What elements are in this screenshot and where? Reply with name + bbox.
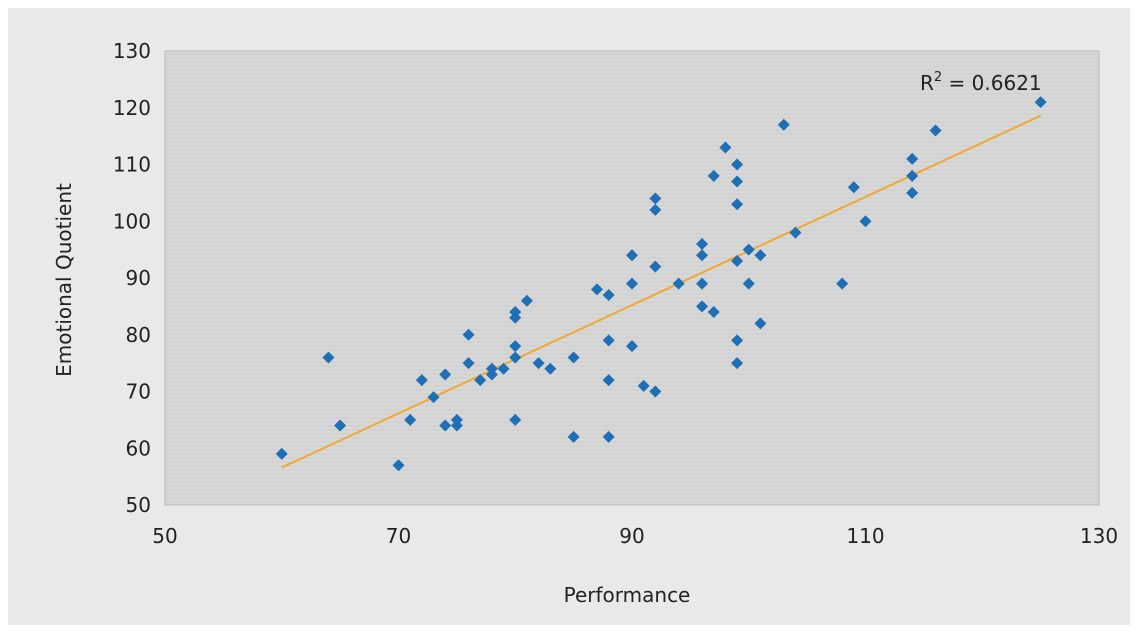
data-point <box>906 186 919 199</box>
data-point <box>602 374 615 387</box>
y-axis-ticks: 50 60 70 80 90 100 110 120 130 <box>113 39 151 517</box>
data-point <box>649 192 662 205</box>
data-point <box>439 368 452 381</box>
data-point <box>731 254 744 267</box>
chart-card: 50 60 70 80 90 100 110 120 130 50 70 90 110 130 R2 =… <box>8 8 1130 625</box>
data-point <box>777 118 790 131</box>
data-point <box>836 277 849 290</box>
data-point <box>322 351 335 364</box>
r2-prefix: R <box>920 71 934 95</box>
data-point <box>672 277 685 290</box>
data-point <box>742 243 755 256</box>
data-point <box>590 283 603 296</box>
data-point <box>567 351 580 364</box>
data-point <box>847 181 860 194</box>
data-point <box>696 300 709 313</box>
data-point <box>626 340 638 353</box>
x-tick-label: 130 <box>1080 524 1118 548</box>
data-point <box>462 357 475 370</box>
plot-texture <box>166 53 1098 503</box>
x-axis-ticks: 50 70 90 110 130 <box>152 524 1118 548</box>
y-axis-label: Emotional Quotient <box>52 183 76 377</box>
data-point <box>649 260 662 273</box>
data-point <box>906 169 919 182</box>
data-point <box>404 413 417 426</box>
data-point <box>719 141 732 154</box>
data-point <box>649 385 662 398</box>
y-tick-label: 130 <box>113 39 151 63</box>
y-tick-label: 90 <box>126 266 151 290</box>
data-point <box>392 459 405 472</box>
r2-value: = 0.6621 <box>942 71 1041 95</box>
data-point <box>696 237 709 250</box>
data-point <box>859 215 872 228</box>
data-point <box>544 362 557 375</box>
data-point <box>731 357 744 370</box>
data-point <box>439 419 452 432</box>
data-point <box>696 249 709 262</box>
data-point <box>649 203 662 216</box>
r-squared-annotation: R2 = 0.6621 <box>920 70 1042 95</box>
data-point <box>532 357 545 370</box>
data-point <box>334 419 347 432</box>
data-point <box>567 430 580 443</box>
data-point <box>485 362 498 375</box>
data-point <box>520 294 533 307</box>
data-point <box>742 277 755 290</box>
data-point <box>754 317 767 330</box>
data-point <box>731 158 744 171</box>
data-point <box>731 198 744 211</box>
data-point <box>275 447 288 460</box>
data-point <box>707 306 720 319</box>
x-tick-label: 110 <box>846 524 884 548</box>
x-axis-label: Performance <box>564 583 691 607</box>
data-point <box>731 334 744 347</box>
data-point <box>626 277 638 290</box>
data-point <box>415 374 428 387</box>
y-tick-label: 70 <box>126 380 151 404</box>
x-tick-label: 90 <box>619 524 644 548</box>
y-tick-label: 60 <box>126 436 151 460</box>
data-point <box>497 362 510 375</box>
y-tick-label: 120 <box>113 96 151 120</box>
data-point <box>626 249 638 262</box>
data-point <box>602 334 615 347</box>
data-point <box>509 351 522 364</box>
data-point <box>789 226 802 239</box>
data-point <box>696 277 709 290</box>
y-tick-label: 110 <box>113 153 151 177</box>
y-tick-label: 80 <box>126 323 151 347</box>
r2-superscript: 2 <box>934 70 942 85</box>
x-tick-label: 70 <box>386 524 411 548</box>
data-points <box>275 96 1047 472</box>
data-point <box>754 249 767 262</box>
data-point <box>427 391 440 404</box>
scatter-chart: 50 60 70 80 90 100 110 120 130 50 70 90 110 130 R2 =… <box>52 39 1118 607</box>
data-point <box>509 311 522 324</box>
data-point <box>509 413 522 426</box>
data-point <box>602 430 615 443</box>
data-point <box>929 124 942 137</box>
data-point <box>1034 96 1047 109</box>
data-point <box>731 175 744 188</box>
data-point <box>509 340 522 353</box>
data-point <box>637 379 650 392</box>
data-point <box>602 289 615 302</box>
data-point <box>906 152 919 165</box>
data-point <box>474 374 487 387</box>
data-point <box>450 413 463 426</box>
y-tick-label: 100 <box>113 209 151 233</box>
x-tick-label: 50 <box>152 524 177 548</box>
data-point <box>462 328 475 341</box>
y-tick-label: 50 <box>126 493 151 517</box>
data-point <box>707 169 720 182</box>
